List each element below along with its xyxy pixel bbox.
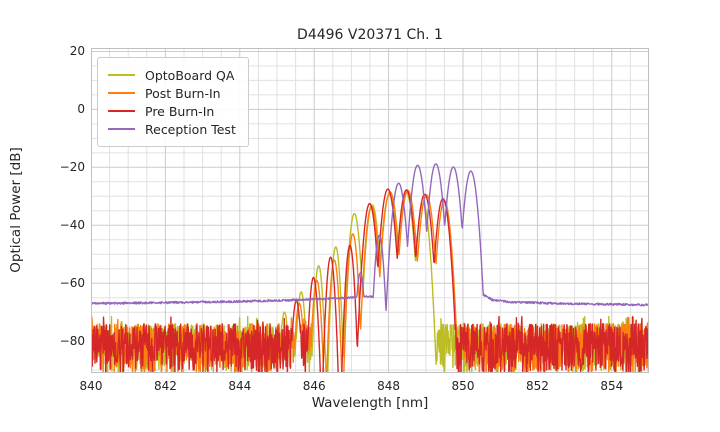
series-group xyxy=(91,163,649,373)
legend: OptoBoard QA Post Burn-In Pre Burn-In Recep… xyxy=(97,57,249,147)
chart-title: D4496 V20371 Ch. 1 xyxy=(297,27,443,43)
legend-line-swatch xyxy=(108,74,135,76)
x-axis-label: Wavelength [nm] xyxy=(311,395,429,411)
x-tick-label: 840 xyxy=(79,379,103,393)
legend-item: OptoBoard QA xyxy=(108,66,236,84)
legend-label: Post Burn-In xyxy=(145,85,221,101)
x-tick-label: 842 xyxy=(153,379,177,393)
x-tick-label: 846 xyxy=(302,379,326,393)
legend-label: OptoBoard QA xyxy=(145,67,235,83)
series-reception-test xyxy=(91,163,649,311)
legend-item: Pre Burn-In xyxy=(108,102,236,120)
series-pre-burn-in xyxy=(91,188,649,373)
x-tick-label: 850 xyxy=(451,379,475,393)
axes-frame xyxy=(91,48,649,373)
legend-line-swatch xyxy=(108,128,135,130)
x-tick-label: 854 xyxy=(600,379,624,393)
legend-item: Reception Test xyxy=(108,120,236,138)
y-tick-label: 20 xyxy=(69,44,85,59)
x-tick-label: 844 xyxy=(228,379,252,393)
x-tick-label: 852 xyxy=(525,379,549,393)
y-tick-label: −60 xyxy=(59,276,85,291)
x-tick-label: 848 xyxy=(377,379,401,393)
y-tick-label: −80 xyxy=(59,334,85,349)
y-tick-label: −40 xyxy=(59,218,85,233)
legend-label: Pre Burn-In xyxy=(145,103,215,119)
y-axis-label: Optical Power [dB] xyxy=(8,147,24,273)
legend-rows: OptoBoard QA Post Burn-In Pre Burn-In Recep… xyxy=(108,66,236,138)
y-tick-label: −20 xyxy=(59,160,85,175)
y-tick-label: 0 xyxy=(77,102,85,117)
legend-label: Reception Test xyxy=(145,121,236,137)
legend-line-swatch xyxy=(108,92,135,94)
legend-item: Post Burn-In xyxy=(108,84,236,102)
legend-line-swatch xyxy=(108,110,135,112)
